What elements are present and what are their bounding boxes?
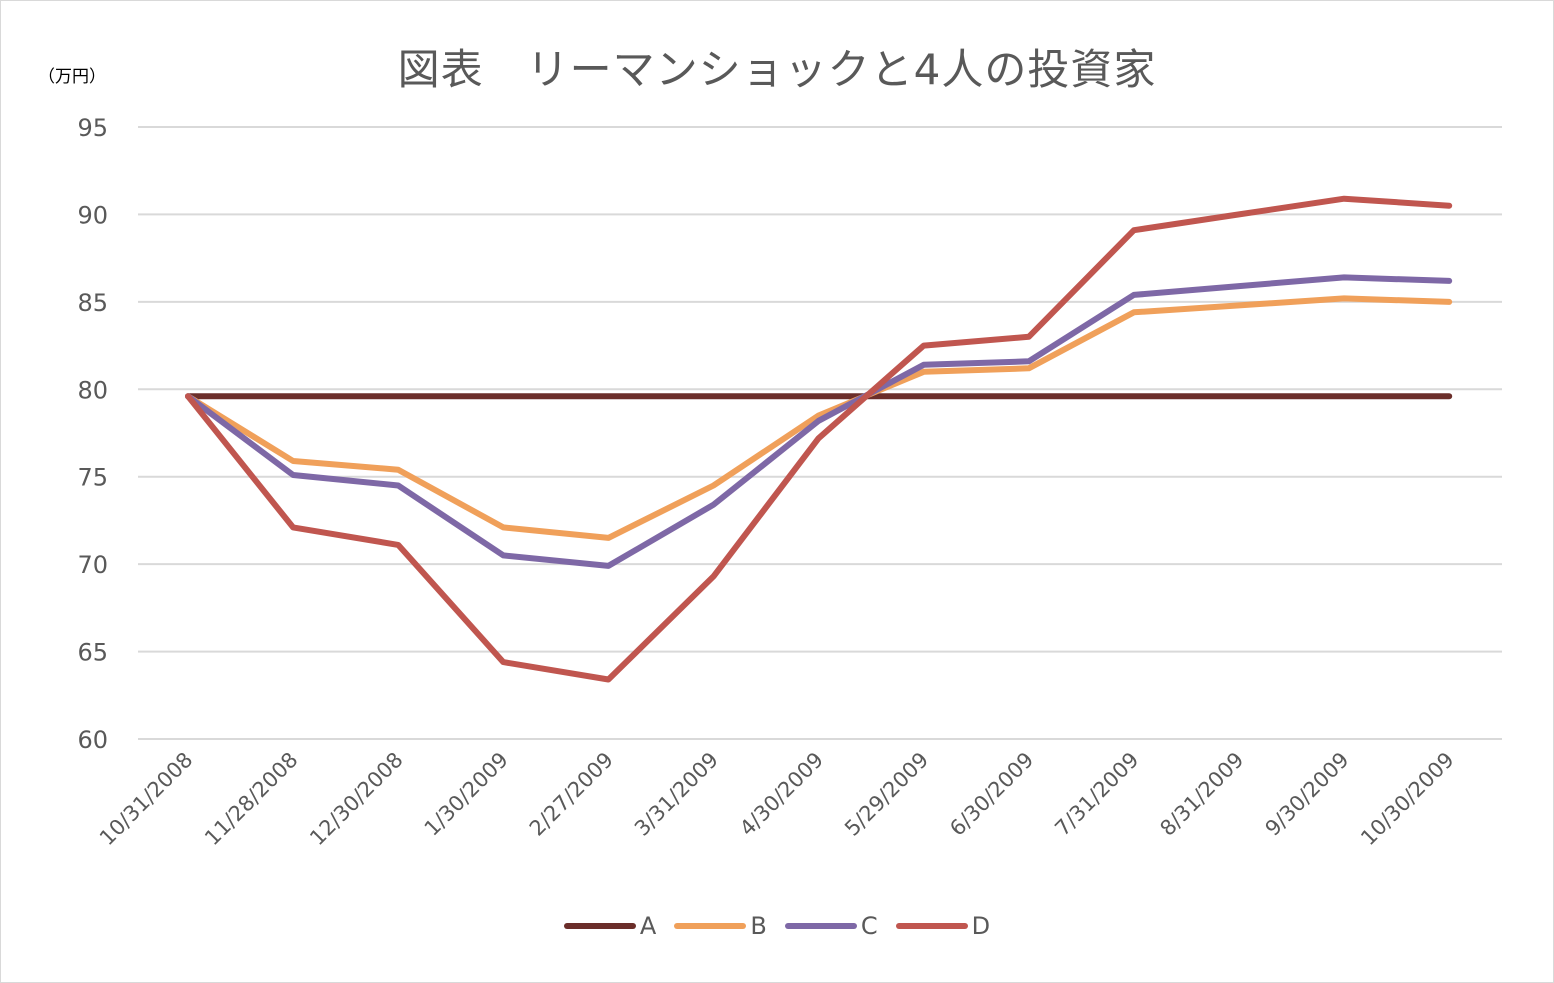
y-tick-label: 80 xyxy=(77,376,108,404)
legend-swatch xyxy=(674,923,747,929)
x-tick-label: 9/30/2009 xyxy=(1261,748,1354,841)
legend-label: D xyxy=(971,912,991,940)
gridlines xyxy=(138,126,1502,740)
legend-swatch xyxy=(784,923,857,929)
chart-title: 図表 リーマンショックと4人の投資家 xyxy=(397,45,1157,94)
y-axis-ticks: 60 65 70 75 80 85 90 95 xyxy=(77,114,108,754)
y-tick-label: 75 xyxy=(77,464,108,492)
legend: A B C D xyxy=(0,912,1554,940)
legend-label: A xyxy=(639,912,657,940)
series-lines xyxy=(185,195,1453,683)
y-tick-label: 95 xyxy=(77,114,108,142)
x-tick-label: 3/31/2009 xyxy=(630,748,723,841)
x-tick-label: 7/31/2009 xyxy=(1050,748,1143,841)
y-tick-label: 85 xyxy=(77,289,108,317)
legend-swatch xyxy=(895,923,968,929)
y-tick-label: 60 xyxy=(77,726,108,754)
series-line-B xyxy=(185,295,1453,541)
legend-item-B: B xyxy=(674,912,767,940)
legend-item-C: C xyxy=(784,912,878,940)
series-line-C xyxy=(185,274,1453,569)
x-tick-label: 10/31/2008 xyxy=(95,748,198,851)
x-tick-label: 8/31/2009 xyxy=(1155,748,1248,841)
legend-item-A: A xyxy=(563,912,657,940)
y-tick-label: 70 xyxy=(77,551,108,579)
x-tick-label: 12/30/2008 xyxy=(305,748,408,851)
x-tick-label: 10/30/2009 xyxy=(1356,748,1459,851)
y-tick-label: 90 xyxy=(77,201,108,229)
legend-item-D: D xyxy=(895,912,991,940)
x-tick-label: 1/30/2009 xyxy=(420,748,513,841)
legend-label: C xyxy=(860,912,878,940)
y-axis-unit-label: （万円） xyxy=(38,67,106,87)
series-line-D xyxy=(185,195,1453,683)
y-tick-label: 65 xyxy=(77,639,108,667)
x-tick-label: 5/29/2009 xyxy=(840,748,933,841)
legend-label: B xyxy=(750,912,767,940)
x-tick-label: 2/27/2009 xyxy=(525,748,618,841)
x-axis-ticks: 10/31/2008 11/28/2008 12/30/2008 1/30/2009 2… xyxy=(95,748,1459,851)
x-tick-label: 4/30/2009 xyxy=(735,748,828,841)
legend-swatch xyxy=(563,923,636,929)
x-tick-label: 11/28/2008 xyxy=(200,748,303,851)
x-tick-label: 6/30/2009 xyxy=(945,748,1038,841)
